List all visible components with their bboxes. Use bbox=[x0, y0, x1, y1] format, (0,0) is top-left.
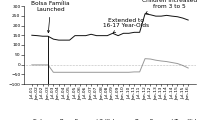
Poor Fam. w/ Two Kids bbox=[128, 72, 130, 73]
Extreme Poor Fam. w/ 2 Kids bbox=[68, 39, 71, 41]
Legend: Extreme Poor Fam. w/ 2 Kids, Poor Fam. w/ Two Kids: Extreme Poor Fam. w/ 2 Kids, Poor Fam. w… bbox=[18, 117, 200, 120]
Extreme Poor Fam. w/ 2 Kids bbox=[144, 13, 146, 15]
Poor Fam. w/ Two Kids bbox=[36, 64, 38, 66]
Line: Extreme Poor Fam. w/ 2 Kids: Extreme Poor Fam. w/ 2 Kids bbox=[32, 14, 188, 40]
Extreme Poor Fam. w/ 2 Kids bbox=[171, 15, 173, 17]
Poor Fam. w/ Two Kids bbox=[133, 71, 135, 73]
Poor Fam. w/ Two Kids bbox=[176, 63, 179, 64]
Extreme Poor Fam. w/ 2 Kids bbox=[47, 36, 49, 37]
Poor Fam. w/ Two Kids bbox=[149, 58, 152, 60]
Poor Fam. w/ Two Kids bbox=[122, 72, 125, 73]
Extreme Poor Fam. w/ 2 Kids bbox=[165, 15, 168, 16]
Poor Fam. w/ Two Kids bbox=[155, 60, 157, 61]
Poor Fam. w/ Two Kids bbox=[171, 62, 173, 63]
Poor Fam. w/ Two Kids bbox=[95, 72, 98, 73]
Poor Fam. w/ Two Kids bbox=[63, 72, 65, 73]
Extreme Poor Fam. w/ 2 Kids bbox=[133, 32, 135, 33]
Poor Fam. w/ Two Kids bbox=[165, 61, 168, 62]
Poor Fam. w/ Two Kids bbox=[187, 67, 189, 69]
Poor Fam. w/ Two Kids bbox=[74, 72, 76, 73]
Extreme Poor Fam. w/ 2 Kids bbox=[160, 15, 162, 17]
Poor Fam. w/ Two Kids bbox=[47, 64, 49, 66]
Extreme Poor Fam. w/ 2 Kids bbox=[31, 35, 33, 36]
Extreme Poor Fam. w/ 2 Kids bbox=[106, 35, 109, 36]
Extreme Poor Fam. w/ 2 Kids bbox=[176, 16, 179, 17]
Poor Fam. w/ Two Kids bbox=[160, 60, 162, 62]
Text: Maximum # of
Children Increased
from 3 to 5: Maximum # of Children Increased from 3 t… bbox=[142, 0, 197, 13]
Extreme Poor Fam. w/ 2 Kids bbox=[149, 14, 152, 15]
Extreme Poor Fam. w/ 2 Kids bbox=[95, 35, 98, 36]
Extreme Poor Fam. w/ 2 Kids bbox=[52, 38, 55, 40]
Text: Extended to
16-17 Year-Olds: Extended to 16-17 Year-Olds bbox=[103, 18, 149, 33]
Extreme Poor Fam. w/ 2 Kids bbox=[122, 33, 125, 34]
Extreme Poor Fam. w/ 2 Kids bbox=[79, 35, 82, 36]
Poor Fam. w/ Two Kids bbox=[144, 58, 146, 59]
Extreme Poor Fam. w/ 2 Kids bbox=[128, 33, 130, 34]
Poor Fam. w/ Two Kids bbox=[58, 72, 60, 73]
Extreme Poor Fam. w/ 2 Kids bbox=[90, 34, 92, 35]
Poor Fam. w/ Two Kids bbox=[182, 65, 184, 66]
Poor Fam. w/ Two Kids bbox=[85, 72, 87, 73]
Line: Poor Fam. w/ Two Kids: Poor Fam. w/ Two Kids bbox=[32, 59, 188, 72]
Extreme Poor Fam. w/ 2 Kids bbox=[182, 17, 184, 19]
Poor Fam. w/ Two Kids bbox=[52, 72, 55, 73]
Extreme Poor Fam. w/ 2 Kids bbox=[117, 35, 119, 36]
Extreme Poor Fam. w/ 2 Kids bbox=[138, 32, 141, 33]
Extreme Poor Fam. w/ 2 Kids bbox=[74, 35, 76, 36]
Extreme Poor Fam. w/ 2 Kids bbox=[85, 35, 87, 36]
Poor Fam. w/ Two Kids bbox=[79, 72, 82, 73]
Extreme Poor Fam. w/ 2 Kids bbox=[101, 35, 103, 36]
Extreme Poor Fam. w/ 2 Kids bbox=[155, 15, 157, 17]
Extreme Poor Fam. w/ 2 Kids bbox=[111, 33, 114, 34]
Poor Fam. w/ Two Kids bbox=[41, 64, 44, 66]
Extreme Poor Fam. w/ 2 Kids bbox=[187, 19, 189, 21]
Poor Fam. w/ Two Kids bbox=[101, 72, 103, 73]
Extreme Poor Fam. w/ 2 Kids bbox=[36, 35, 38, 36]
Poor Fam. w/ Two Kids bbox=[68, 72, 71, 73]
Poor Fam. w/ Two Kids bbox=[111, 72, 114, 73]
Extreme Poor Fam. w/ 2 Kids bbox=[63, 39, 65, 41]
Poor Fam. w/ Two Kids bbox=[117, 72, 119, 73]
Poor Fam. w/ Two Kids bbox=[106, 72, 109, 73]
Text: Bolsa Família
Launched: Bolsa Família Launched bbox=[31, 1, 70, 33]
Extreme Poor Fam. w/ 2 Kids bbox=[58, 39, 60, 41]
Extreme Poor Fam. w/ 2 Kids bbox=[41, 36, 44, 37]
Poor Fam. w/ Two Kids bbox=[90, 72, 92, 73]
Poor Fam. w/ Two Kids bbox=[31, 64, 33, 66]
Poor Fam. w/ Two Kids bbox=[138, 71, 141, 73]
